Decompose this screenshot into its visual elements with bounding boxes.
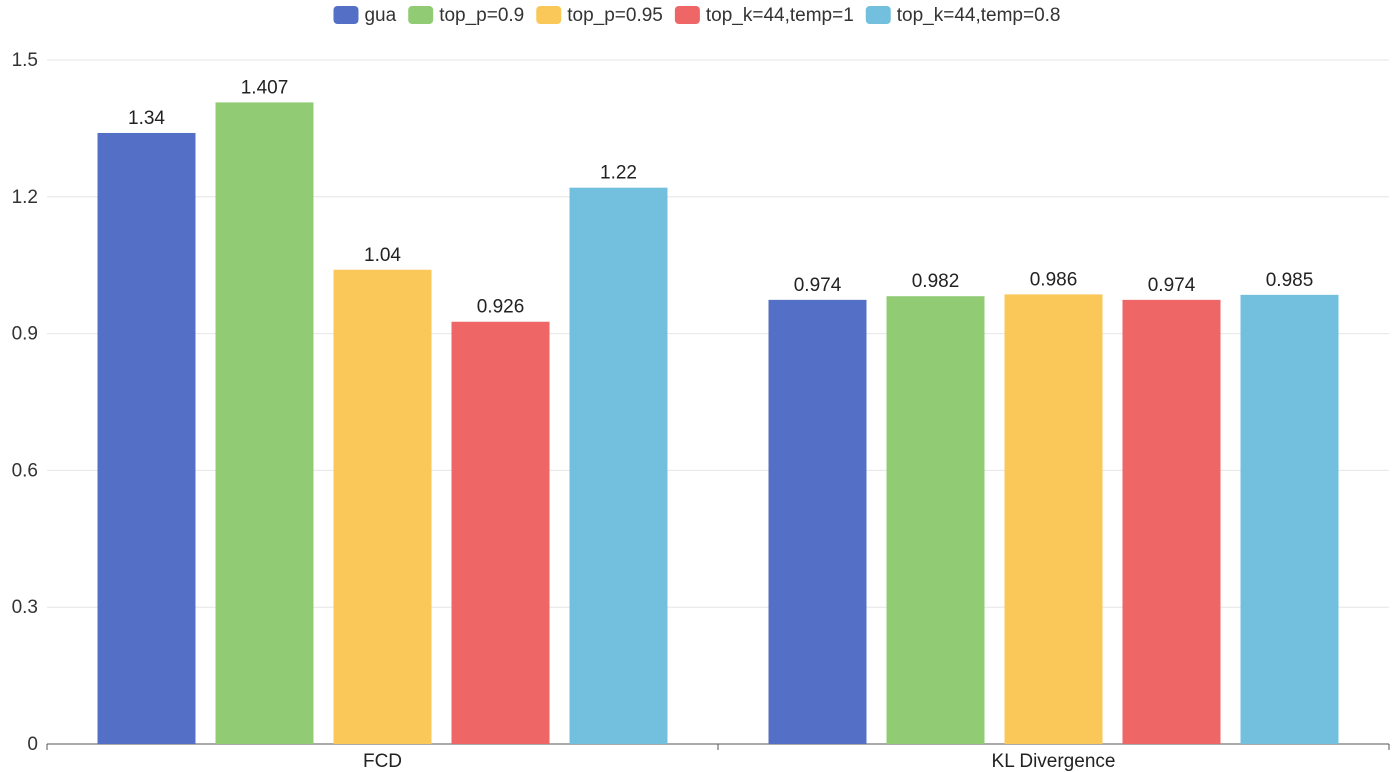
- legend[interactable]: gua top_p=0.9 top_p=0.95 top_k=44,temp=1 top…: [333, 5, 1061, 26]
- data-label: 0.982: [912, 271, 960, 292]
- data-label: 1.407: [241, 77, 289, 98]
- bar[interactable]: [569, 187, 668, 744]
- legend-label: top_k=44,temp=0.8: [897, 5, 1061, 26]
- bar[interactable]: [1004, 294, 1103, 744]
- legend-label: top_p=0.9: [439, 5, 524, 26]
- legend-swatch: [536, 6, 562, 24]
- x-category-label: FCD: [363, 751, 402, 772]
- legend-label: top_k=44,temp=1: [706, 5, 854, 26]
- data-label: 0.985: [1266, 270, 1314, 291]
- y-tick-label: 0: [27, 734, 38, 755]
- y-tick-label: 0.6: [12, 460, 38, 481]
- bar[interactable]: [1240, 294, 1339, 744]
- bar[interactable]: [451, 321, 550, 744]
- y-tick-label: 0.9: [12, 324, 38, 345]
- label-layer: 1.34 1.407 1.04 0.926 1.22 0.974 0.982 0.986 0.9…: [128, 77, 1313, 317]
- legend-label: top_p=0.95: [567, 5, 663, 26]
- y-tick-label: 1.2: [12, 187, 38, 208]
- data-label: 0.974: [794, 275, 842, 296]
- x-category-label: KL Divergence: [992, 751, 1116, 772]
- legend-label: gua: [364, 5, 396, 26]
- bar[interactable]: [1122, 299, 1221, 744]
- data-label: 1.04: [364, 245, 401, 266]
- bar[interactable]: [768, 299, 867, 744]
- legend-item[interactable]: gua: [333, 5, 397, 26]
- bar[interactable]: [97, 132, 196, 744]
- legend-swatch: [865, 6, 891, 24]
- legend-swatch: [674, 6, 700, 24]
- legend-swatch: [408, 6, 434, 24]
- legend-item[interactable]: top_k=44,temp=0.8: [865, 5, 1061, 26]
- data-label: 0.986: [1030, 269, 1078, 290]
- data-label: 0.974: [1148, 275, 1196, 296]
- bar[interactable]: [886, 296, 985, 744]
- legend-item[interactable]: top_p=0.9: [408, 5, 524, 26]
- legend-item[interactable]: top_p=0.95: [536, 5, 663, 26]
- data-label: 0.926: [477, 297, 525, 318]
- legend-item[interactable]: top_k=44,temp=1: [674, 5, 854, 26]
- y-tick-label: 1.5: [12, 50, 38, 71]
- data-label: 1.22: [600, 163, 637, 184]
- legend-swatch: [333, 6, 359, 24]
- bar[interactable]: [333, 269, 432, 744]
- bar[interactable]: [215, 102, 314, 744]
- bar-layer: [97, 102, 1339, 744]
- y-tick-label: 0.3: [12, 597, 38, 618]
- data-label: 1.34: [128, 108, 165, 129]
